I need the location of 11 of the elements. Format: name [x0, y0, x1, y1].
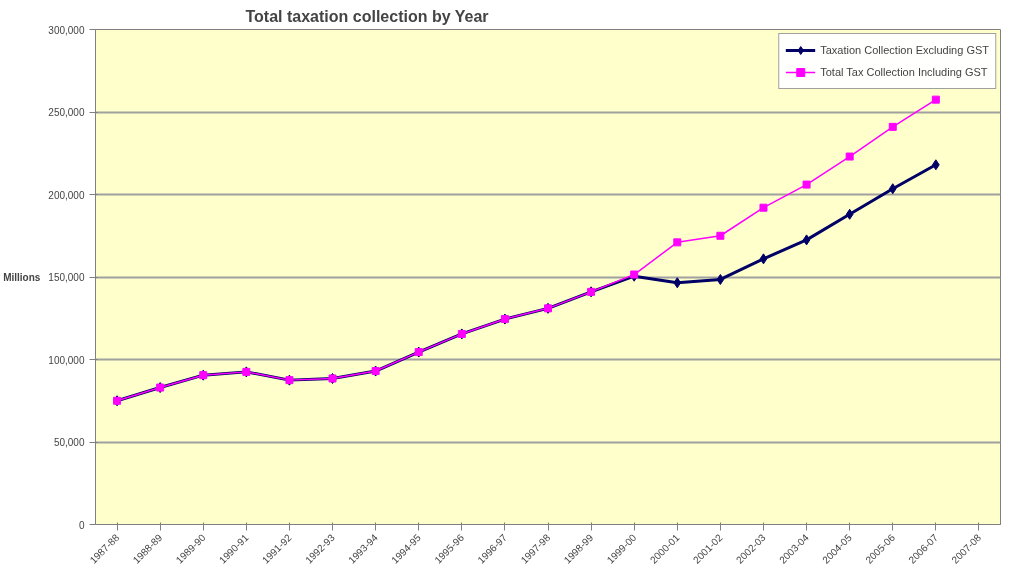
y-axis-title: Millions	[3, 271, 41, 283]
chart-title: Total taxation collection by Year	[245, 7, 489, 25]
legend-label: Total Tax Collection Including GST	[820, 66, 988, 78]
y-tick-label: 0	[78, 519, 85, 531]
y-tick-label: 200,000	[48, 189, 85, 201]
y-tick-label: 300,000	[48, 24, 85, 36]
y-tick-label: 100,000	[48, 354, 85, 366]
y-tick-label: 50,000	[53, 437, 85, 448]
legend-label: Taxation Collection Excluding GST	[820, 44, 989, 56]
y-tick-label: 250,000	[48, 107, 85, 118]
y-tick-label: 150,000	[48, 272, 85, 283]
